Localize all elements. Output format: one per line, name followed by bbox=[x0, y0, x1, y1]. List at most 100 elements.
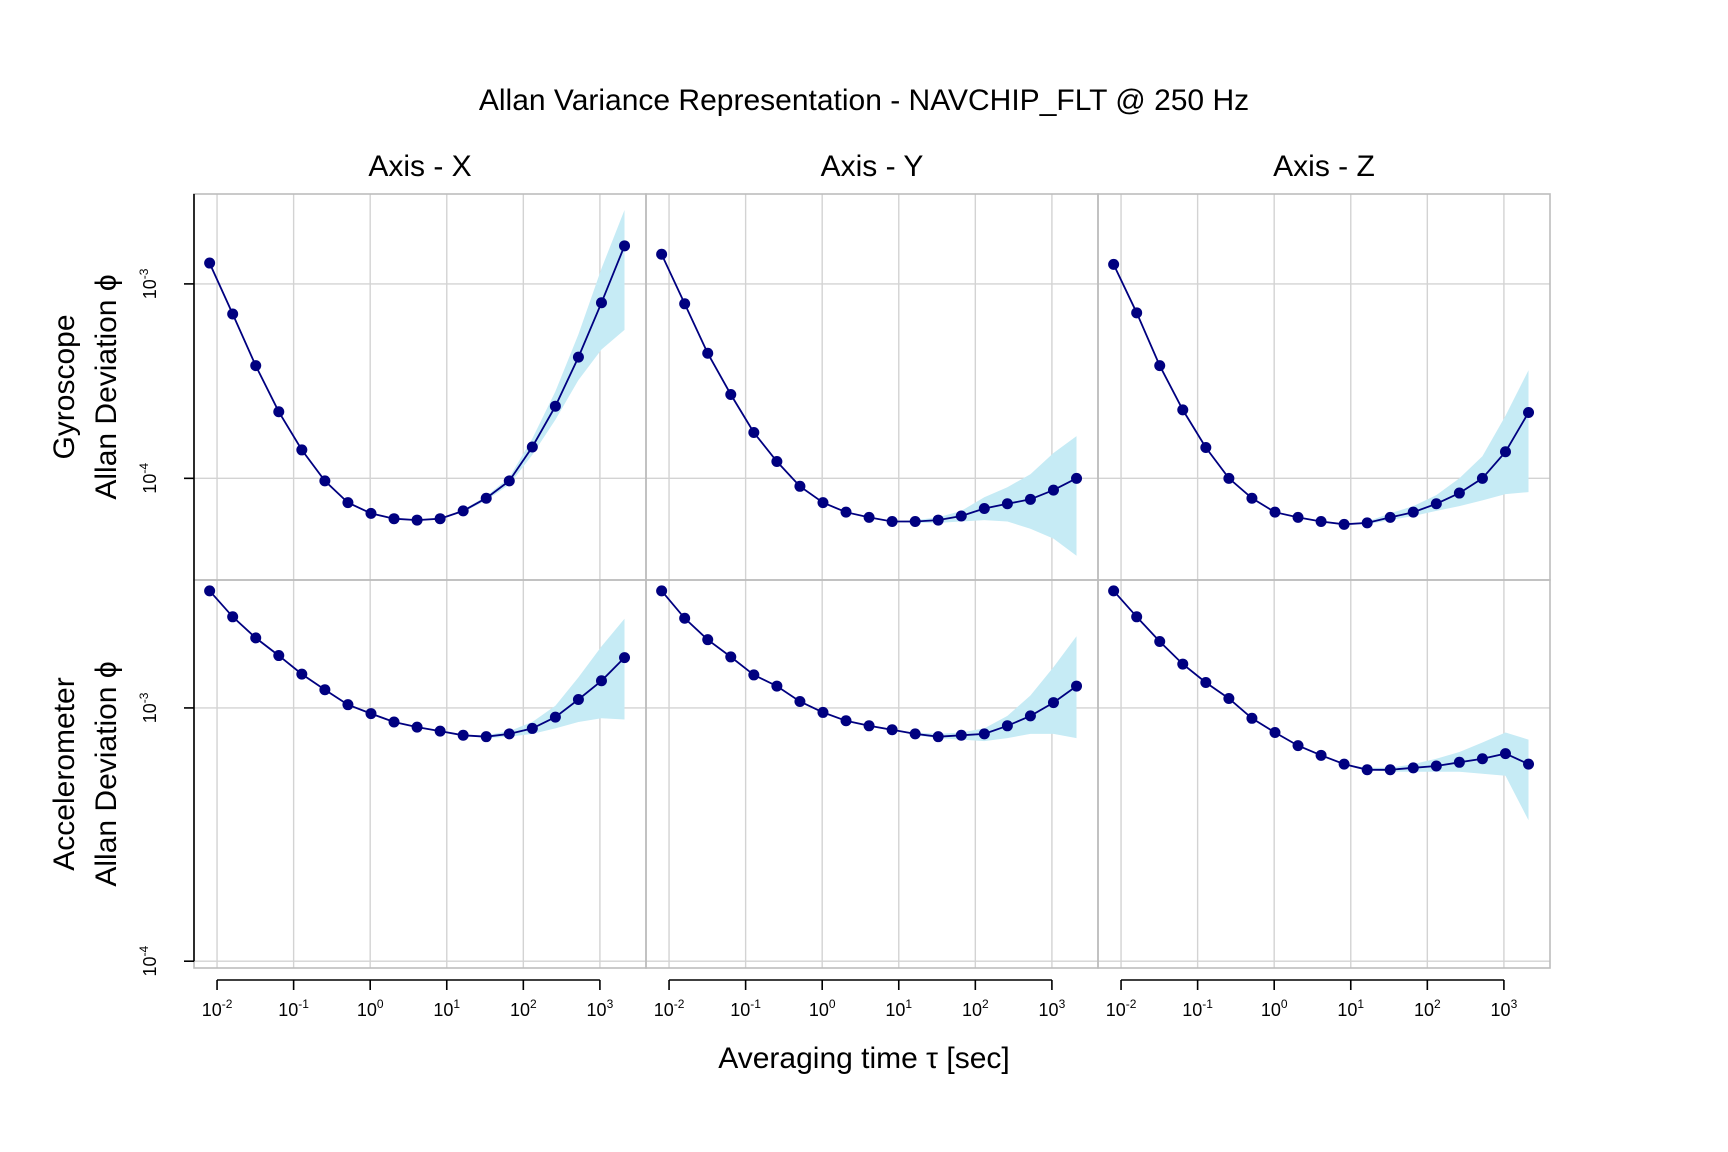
data-point bbox=[771, 456, 783, 468]
plot-layer: Axis - X Axis - Y Axis - Z 10-4 10-3 Gyroscop… bbox=[48, 150, 1551, 1020]
data-point bbox=[1071, 680, 1083, 692]
confidence-band bbox=[1113, 264, 1529, 525]
data-point bbox=[1108, 585, 1120, 597]
column-header: Axis - Z bbox=[1273, 150, 1375, 183]
data-point bbox=[1315, 515, 1327, 527]
y-axis-label: Allan Deviation ϕ bbox=[90, 661, 123, 886]
data-point bbox=[342, 699, 354, 711]
data-point bbox=[656, 585, 668, 597]
tick-label: 101 bbox=[885, 997, 912, 1020]
tick-label: 10-2 bbox=[654, 997, 685, 1020]
data-point bbox=[748, 669, 760, 681]
confidence-band bbox=[1113, 590, 1529, 821]
data-point bbox=[1338, 518, 1350, 530]
data-point bbox=[1499, 446, 1511, 458]
data-point bbox=[480, 731, 492, 743]
series-line bbox=[1112, 590, 1529, 771]
data-point bbox=[955, 729, 967, 741]
tick-label: 10-1 bbox=[278, 997, 309, 1020]
data-point bbox=[1223, 692, 1235, 704]
tick-label: 103 bbox=[587, 997, 614, 1020]
confidence-band bbox=[209, 590, 625, 739]
data-point bbox=[1246, 492, 1258, 504]
data-point bbox=[1384, 511, 1396, 523]
data-point bbox=[1292, 511, 1304, 523]
data-point bbox=[1338, 758, 1350, 770]
tick-label: 101 bbox=[433, 997, 460, 1020]
tick-label: 10-3 bbox=[137, 692, 160, 723]
data-point bbox=[434, 513, 446, 525]
data-point bbox=[771, 680, 783, 692]
data-point bbox=[1108, 258, 1120, 270]
data-point bbox=[1269, 726, 1281, 738]
data-point bbox=[319, 684, 331, 696]
column-header: Axis - X bbox=[368, 150, 471, 183]
row-label: Gyroscope bbox=[48, 314, 81, 459]
tick-label: 102 bbox=[962, 997, 989, 1020]
data-point bbox=[679, 612, 691, 624]
data-point bbox=[296, 444, 308, 456]
data-point bbox=[595, 297, 607, 309]
data-point bbox=[434, 725, 446, 737]
data-point bbox=[1384, 764, 1396, 776]
data-point bbox=[1499, 748, 1511, 760]
data-point bbox=[572, 693, 584, 705]
confidence-band bbox=[661, 254, 1077, 556]
data-point bbox=[411, 514, 423, 526]
data-point bbox=[909, 515, 921, 527]
data-point bbox=[503, 475, 515, 487]
data-point bbox=[932, 731, 944, 743]
data-point bbox=[1476, 753, 1488, 765]
data-point bbox=[932, 514, 944, 526]
tick-label: 10-4 bbox=[137, 463, 160, 494]
tick-label: 103 bbox=[1491, 997, 1518, 1020]
tick-label: 103 bbox=[1039, 997, 1066, 1020]
x-axis-label: Averaging time τ [sec] bbox=[718, 1042, 1009, 1075]
data-point bbox=[840, 715, 852, 727]
data-point bbox=[342, 497, 354, 509]
data-point bbox=[227, 308, 239, 320]
confidence-band bbox=[661, 590, 1077, 742]
data-point bbox=[250, 632, 262, 644]
data-point bbox=[365, 708, 377, 720]
data-point bbox=[817, 497, 829, 509]
tick-label: 102 bbox=[1414, 997, 1441, 1020]
data-point bbox=[679, 298, 691, 310]
data-point bbox=[204, 585, 216, 597]
data-point bbox=[365, 507, 377, 519]
data-point bbox=[1361, 764, 1373, 776]
tick-label: 10-4 bbox=[137, 946, 160, 977]
data-point bbox=[1315, 749, 1327, 761]
data-point bbox=[1476, 472, 1488, 484]
series-line bbox=[660, 253, 1077, 523]
data-point bbox=[457, 505, 469, 517]
data-point bbox=[656, 248, 668, 260]
data-point bbox=[319, 475, 331, 487]
data-point bbox=[1223, 472, 1235, 484]
data-point bbox=[619, 240, 631, 252]
data-point bbox=[1024, 710, 1036, 722]
data-point bbox=[549, 711, 561, 723]
tick-label: 10-2 bbox=[1106, 997, 1137, 1020]
data-point bbox=[595, 675, 607, 687]
tick-label: 101 bbox=[1337, 997, 1364, 1020]
data-point bbox=[388, 513, 400, 525]
tick-label: 10-1 bbox=[1182, 997, 1213, 1020]
data-point bbox=[955, 510, 967, 522]
data-point bbox=[863, 511, 875, 523]
column-header: Axis - Y bbox=[821, 150, 924, 183]
data-point bbox=[886, 724, 898, 736]
panel-frame bbox=[645, 579, 1099, 969]
data-point bbox=[526, 441, 538, 453]
data-point bbox=[1154, 635, 1166, 647]
data-point bbox=[1131, 307, 1143, 319]
data-point bbox=[572, 351, 584, 363]
data-point bbox=[702, 634, 714, 646]
data-point bbox=[296, 668, 308, 680]
tick-label: 100 bbox=[357, 997, 384, 1020]
data-point bbox=[619, 652, 631, 664]
confidence-band bbox=[209, 210, 625, 521]
data-point bbox=[1523, 407, 1535, 419]
data-point bbox=[273, 650, 285, 662]
data-point bbox=[1523, 758, 1535, 770]
